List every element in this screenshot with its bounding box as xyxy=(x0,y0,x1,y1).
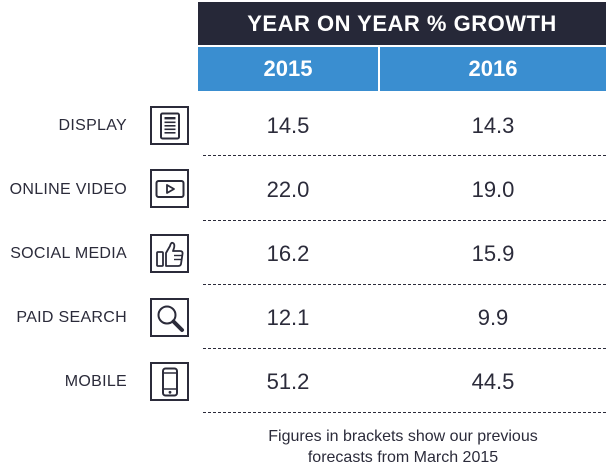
row-label-online-video: ONLINE VIDEO xyxy=(9,181,127,198)
value-social-media-2015: 16.2 xyxy=(266,241,310,266)
footnote: Figures in brackets show our previous fo… xyxy=(200,426,606,468)
row-label-social-media: SOCIAL MEDIA xyxy=(10,245,127,262)
value-online-video-2015: 22.0 xyxy=(266,177,310,202)
row-label-display: DISPLAY xyxy=(58,117,127,134)
value-display-2015: 14.5 xyxy=(266,113,310,138)
row-divider xyxy=(203,220,606,221)
value-paid-search-2015: 12.1 xyxy=(266,305,310,330)
column-header-2016: 2016 xyxy=(380,47,606,91)
magnifier-icon xyxy=(150,298,189,337)
row-divider xyxy=(203,284,606,285)
row-label-mobile: MOBILE xyxy=(64,373,127,390)
thumbs-up-icon xyxy=(150,234,189,273)
value-paid-search-2016: 9.9 xyxy=(477,305,509,330)
row-divider xyxy=(203,155,606,156)
table-title: YEAR ON YEAR % GROWTH xyxy=(198,2,606,45)
tablet-document-icon xyxy=(150,106,189,145)
row-divider xyxy=(203,412,606,413)
column-header-2015: 2015 xyxy=(198,47,378,91)
value-display-2016: 14.3 xyxy=(471,113,515,138)
row-label-paid-search: PAID SEARCH xyxy=(16,309,127,326)
value-mobile-2015: 51.2 xyxy=(266,369,310,394)
value-online-video-2016: 19.0 xyxy=(471,177,515,202)
footnote-line-2: forecasts from March 2015 xyxy=(307,449,499,466)
row-divider xyxy=(203,348,606,349)
smartphone-icon xyxy=(150,362,189,401)
value-mobile-2016: 44.5 xyxy=(471,369,515,394)
footnote-line-1: Figures in brackets show our previous xyxy=(268,428,538,445)
video-play-icon xyxy=(150,169,189,208)
value-social-media-2016: 15.9 xyxy=(471,241,515,266)
